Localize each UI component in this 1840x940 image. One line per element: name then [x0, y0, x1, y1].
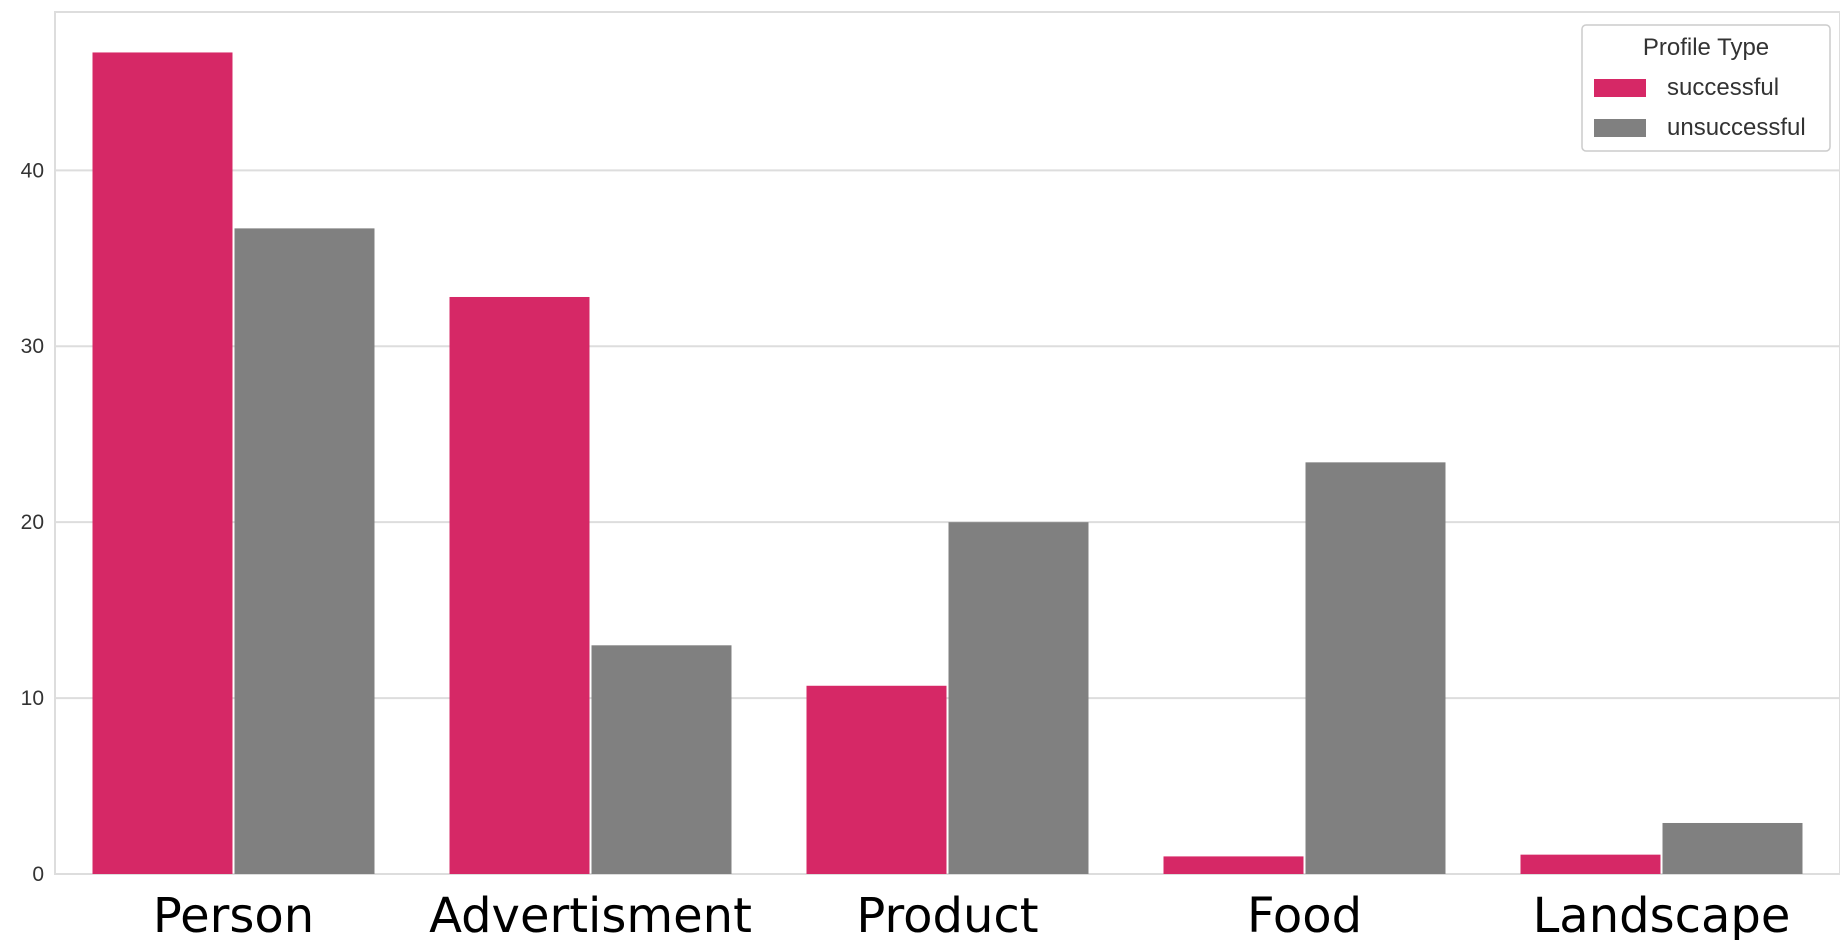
- x-axis-categories: Person Advertisment Product Food Landscape: [153, 888, 1791, 940]
- legend: Profile Type successful unsuccessful: [1581, 24, 1831, 152]
- y-tick-label: 0: [32, 863, 44, 886]
- legend-swatch-successful: [1594, 79, 1646, 97]
- bar-successful-person: [92, 52, 233, 874]
- legend-label-successful: successful: [1667, 74, 1779, 101]
- bar-successful-advertisment: [449, 296, 590, 874]
- x-category-label: Person: [153, 888, 314, 940]
- y-axis-ticks: 0 10 20 30 40: [21, 159, 44, 886]
- x-category-label: Advertisment: [429, 888, 752, 940]
- y-tick-label: 10: [21, 687, 44, 710]
- bar-unsuccessful-person: [234, 228, 375, 875]
- bar-successful-product: [806, 685, 947, 874]
- x-category-label: Product: [856, 888, 1038, 940]
- x-category-label: Landscape: [1533, 888, 1791, 940]
- legend-label-unsuccessful: unsuccessful: [1667, 114, 1806, 141]
- bar-unsuccessful-landscape: [1662, 822, 1803, 874]
- bar-successful-food: [1163, 856, 1304, 874]
- y-tick-label: 30: [21, 335, 44, 358]
- legend-swatch-unsuccessful: [1594, 119, 1646, 137]
- x-category-label: Food: [1247, 888, 1362, 940]
- bar-unsuccessful-product: [948, 522, 1089, 874]
- legend-title: Profile Type: [1643, 34, 1769, 61]
- y-tick-label: 40: [21, 159, 44, 182]
- y-tick-label: 20: [21, 511, 44, 534]
- bars: [92, 52, 1803, 875]
- bar-unsuccessful-advertisment: [591, 645, 732, 874]
- bar-unsuccessful-food: [1305, 462, 1446, 874]
- bar-successful-landscape: [1520, 854, 1661, 874]
